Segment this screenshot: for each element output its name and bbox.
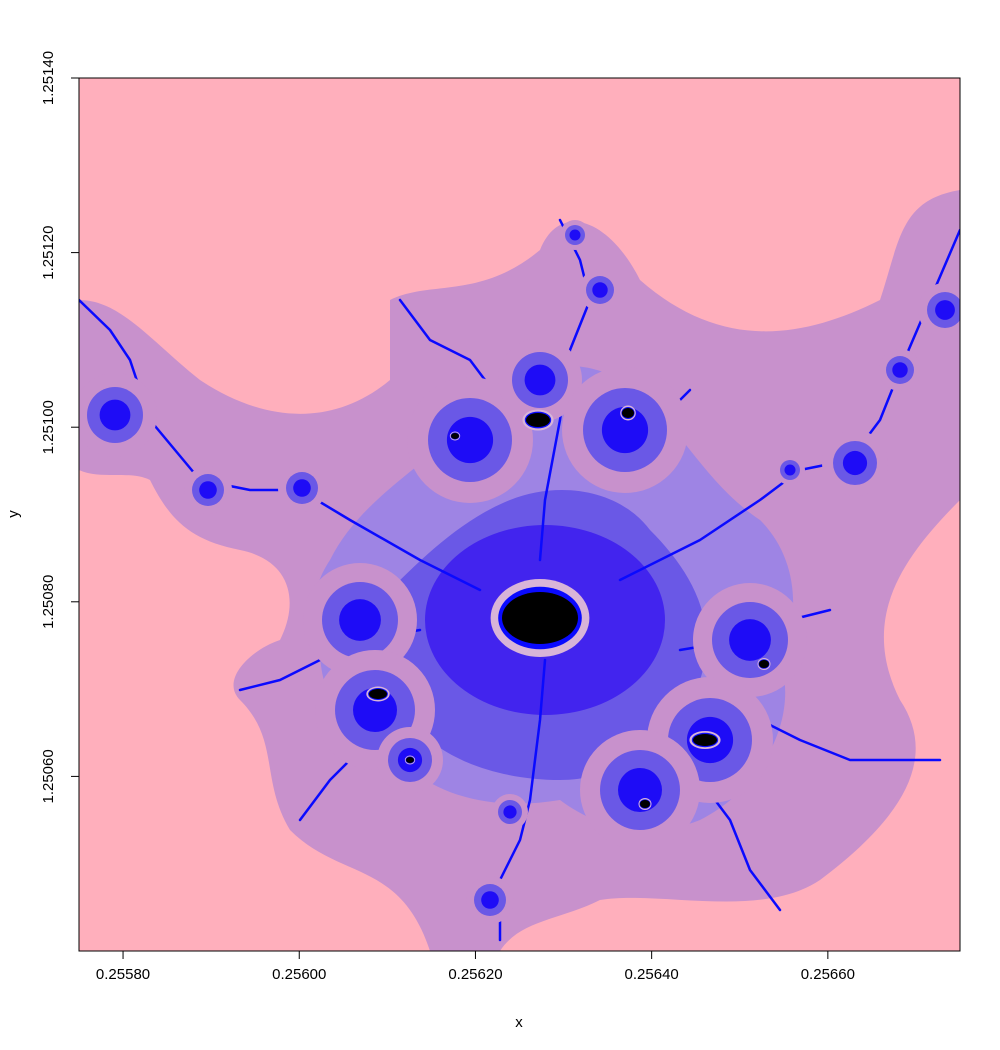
branch-right-bottom (758, 718, 942, 762)
branch-top (538, 218, 592, 562)
x-tick-label: 0.25660 (801, 966, 855, 983)
bulb-right-edge-core (935, 300, 955, 320)
minibrot-upper (526, 413, 550, 427)
main-minibrot (502, 592, 578, 644)
bulb-upper-left-core (446, 416, 494, 464)
bulb-left-lower-core (339, 599, 381, 641)
y-axis: 1.25060 1.25080 1.25100 1.25120 1.25140 (40, 51, 80, 804)
x-tick-label: 0.25640 (625, 966, 679, 983)
x-tick-label: 0.25580 (96, 966, 150, 983)
minibrot-upper-right (622, 408, 634, 418)
minibrot-right (693, 734, 717, 746)
bulb-right-lower-core (729, 619, 771, 661)
bulb-top-1-core (592, 282, 608, 298)
minibrot-bottom (640, 800, 650, 808)
minibrot-upper-left (451, 433, 459, 439)
bulb-upper-right-core (601, 406, 649, 454)
bulb-right-2-core (892, 362, 908, 378)
bulb-top-2-core (569, 229, 581, 241)
x-tick-label: 0.25600 (272, 966, 326, 983)
x-axis: 0.25580 0.25600 0.25620 0.25640 0.25660 (96, 950, 855, 983)
minibrot-lower-left (406, 757, 414, 763)
fractal-image (79, 190, 960, 951)
bulb-right-1-core (842, 450, 868, 476)
bulb-left-2-core (293, 479, 311, 497)
y-tick-label: 1.25120 (40, 225, 57, 279)
y-axis-title: y (5, 510, 22, 518)
bulb-bottom-2-core (481, 891, 499, 909)
y-tick-label: 1.25100 (40, 400, 57, 454)
bulb-upper-core (524, 364, 556, 396)
bulb-left-1-core (199, 481, 217, 499)
bulb-bottom-3-core (503, 805, 517, 819)
y-tick-label: 1.25060 (40, 749, 57, 803)
bulb-far-left-core (99, 399, 131, 431)
plot-area (79, 78, 960, 951)
y-tick-label: 1.25080 (40, 575, 57, 629)
bulb-bottom-core (618, 768, 662, 812)
bulb-right-small-core (784, 464, 796, 476)
y-tick-label: 1.25140 (40, 51, 57, 105)
x-axis-title: x (515, 1014, 523, 1031)
x-tick-label: 0.25620 (448, 966, 502, 983)
minibrot-left (369, 689, 387, 699)
minibrot-right-small (759, 660, 769, 668)
